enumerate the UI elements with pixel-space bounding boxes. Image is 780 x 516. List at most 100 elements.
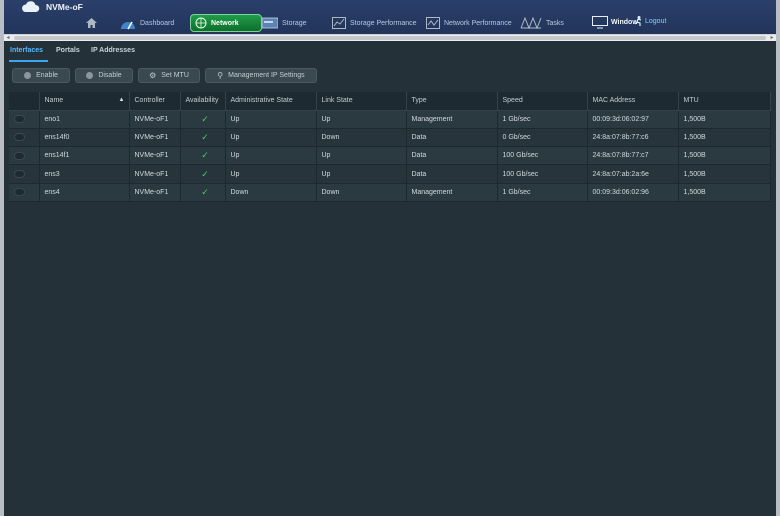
cell-mac: 00:09:3d:06:02:96 (587, 183, 679, 202)
nav-storage-performance[interactable]: Storage Performance (332, 14, 417, 32)
row-select-radio[interactable] (14, 133, 25, 142)
cell-name: ens3 (39, 164, 130, 184)
cell-mtu: 1,500B (678, 183, 771, 202)
tab-interfaces[interactable]: Interfaces (10, 47, 44, 54)
cell-link-state: Up (316, 146, 407, 166)
table-row[interactable]: ens3 NVMe-oF1 ✓ Up Up Data 100 Gb/sec 24… (9, 164, 771, 184)
cell-speed: 1 Gb/sec (497, 183, 588, 202)
app-title: NVMe-oF (46, 2, 83, 12)
cell-admin-state: Up (225, 164, 317, 184)
window-button[interactable]: Window (592, 16, 638, 29)
horizontal-scrollbar[interactable]: ◂ ▸ (4, 34, 776, 41)
checkmark-icon: ✓ (201, 168, 209, 179)
cell-mtu: 1,500B (678, 128, 771, 148)
nav-storage[interactable]: Storage (262, 14, 307, 32)
nav-tasks[interactable]: Tasks (520, 14, 564, 32)
cell-link-state: Up (316, 164, 407, 184)
cell-mac: 24:8a:07:8b:77:c7 (587, 146, 679, 166)
row-select-radio[interactable] (14, 151, 25, 160)
cell-mtu: 1,500B (678, 146, 771, 166)
settings-person-icon: ⚲ (217, 71, 224, 80)
column-header-admin-state[interactable]: Administrative State (225, 92, 317, 111)
cell-speed: 1 Gb/sec (497, 110, 588, 129)
tasks-icon (520, 17, 542, 29)
cell-mtu: 1,500B (678, 110, 771, 129)
checkmark-icon: ✓ (201, 186, 209, 197)
network-performance-icon (426, 17, 440, 29)
cell-name: ens14f1 (39, 146, 130, 166)
row-select-radio[interactable] (14, 188, 25, 197)
nav-dashboard[interactable]: Dashboard (120, 14, 174, 32)
row-select-radio[interactable] (14, 170, 25, 179)
top-header: NVMe-oF Dashboard Network Storage Storag… (4, 0, 776, 34)
scroll-left-arrow-icon[interactable]: ◂ (6, 35, 10, 41)
cell-link-state: Down (316, 128, 407, 148)
cell-name: eno1 (39, 110, 130, 129)
column-header-type[interactable]: Type (406, 92, 498, 111)
cell-admin-state: Up (225, 110, 317, 129)
cell-admin-state: Up (225, 146, 317, 166)
cell-controller: NVMe-oF1 (129, 110, 181, 129)
cell-mac: 00:09:3d:06:02:97 (587, 110, 679, 129)
column-header-speed[interactable]: Speed (497, 92, 588, 111)
cell-controller: NVMe-oF1 (129, 164, 181, 184)
nav-network[interactable]: Network (190, 14, 262, 32)
cell-type: Data (406, 164, 498, 184)
cell-speed: 100 Gb/sec (497, 146, 588, 166)
cell-mac: 24:8a:07:8b:77:c6 (587, 128, 679, 148)
dashboard-gauge-icon (121, 21, 135, 29)
monitor-icon (592, 16, 608, 29)
table-row[interactable]: eno1 NVMe-oF1 ✓ Up Up Management 1 Gb/se… (9, 110, 771, 129)
table-row[interactable]: ens14f1 NVMe-oF1 ✓ Up Up Data 100 Gb/sec… (9, 146, 771, 166)
network-icon (195, 17, 207, 29)
app-window: NVMe-oF Dashboard Network Storage Storag… (4, 0, 776, 516)
cell-name: ens14f0 (39, 128, 130, 148)
active-tab-indicator (9, 60, 48, 62)
cell-admin-state: Down (225, 183, 317, 202)
column-header-mac[interactable]: MAC Address (587, 92, 679, 111)
nav-home[interactable] (86, 14, 97, 32)
select-column-header (9, 92, 40, 111)
table-row[interactable]: ens4 NVMe-oF1 ✓ Down Down Management 1 G… (9, 183, 771, 202)
brand: NVMe-oF (20, 1, 83, 13)
home-icon (86, 18, 97, 28)
checkmark-icon: ✓ (201, 150, 209, 161)
column-header-name[interactable]: Name ▲ (39, 92, 130, 111)
scrollbar-thumb[interactable] (14, 36, 766, 40)
gear-icon: ⚙ (149, 71, 157, 80)
cell-type: Data (406, 128, 498, 148)
disable-icon (86, 72, 94, 79)
checkmark-icon: ✓ (201, 131, 209, 142)
management-ip-settings-button[interactable]: ⚲ Management IP Settings (205, 68, 317, 83)
column-header-availability[interactable]: Availability (180, 92, 226, 111)
column-header-link-state[interactable]: Link State (316, 92, 407, 111)
cell-mac: 24:8a:07:ab:2a:6e (587, 164, 679, 184)
scroll-right-arrow-icon[interactable]: ▸ (770, 35, 774, 41)
enable-button[interactable]: Enable (12, 68, 70, 83)
cell-speed: 100 Gb/sec (497, 164, 588, 184)
row-select-radio[interactable] (14, 115, 25, 124)
column-header-mtu[interactable]: MTU (678, 92, 771, 111)
storage-performance-icon (332, 17, 346, 29)
tab-portals[interactable]: Portals (56, 47, 80, 54)
logout-button[interactable]: Logout (634, 16, 666, 27)
sort-ascending-icon: ▲ (118, 97, 125, 103)
cell-link-state: Down (316, 183, 407, 202)
running-person-icon (634, 16, 642, 26)
table-row[interactable]: ens14f0 NVMe-oF1 ✓ Up Down Data 0 Gb/sec… (9, 128, 771, 148)
cell-mtu: 1,500B (678, 164, 771, 184)
enable-icon (24, 72, 32, 79)
cell-link-state: Up (316, 110, 407, 129)
disable-button[interactable]: Disable (75, 68, 133, 83)
table-header-row: Name ▲ Controller Availability Administra… (9, 92, 771, 111)
cell-speed: 0 Gb/sec (497, 128, 588, 148)
storage-disk-icon (262, 17, 278, 29)
cell-name: ens4 (39, 183, 130, 202)
cell-controller: NVMe-oF1 (129, 146, 181, 166)
column-header-controller[interactable]: Controller (129, 92, 181, 111)
cell-type: Management (406, 183, 498, 202)
nav-network-performance[interactable]: Network Performance (426, 14, 512, 32)
tab-ip-addresses[interactable]: IP Addresses (91, 47, 135, 54)
cell-admin-state: Up (225, 128, 317, 148)
set-mtu-button[interactable]: ⚙ Set MTU (138, 68, 200, 83)
